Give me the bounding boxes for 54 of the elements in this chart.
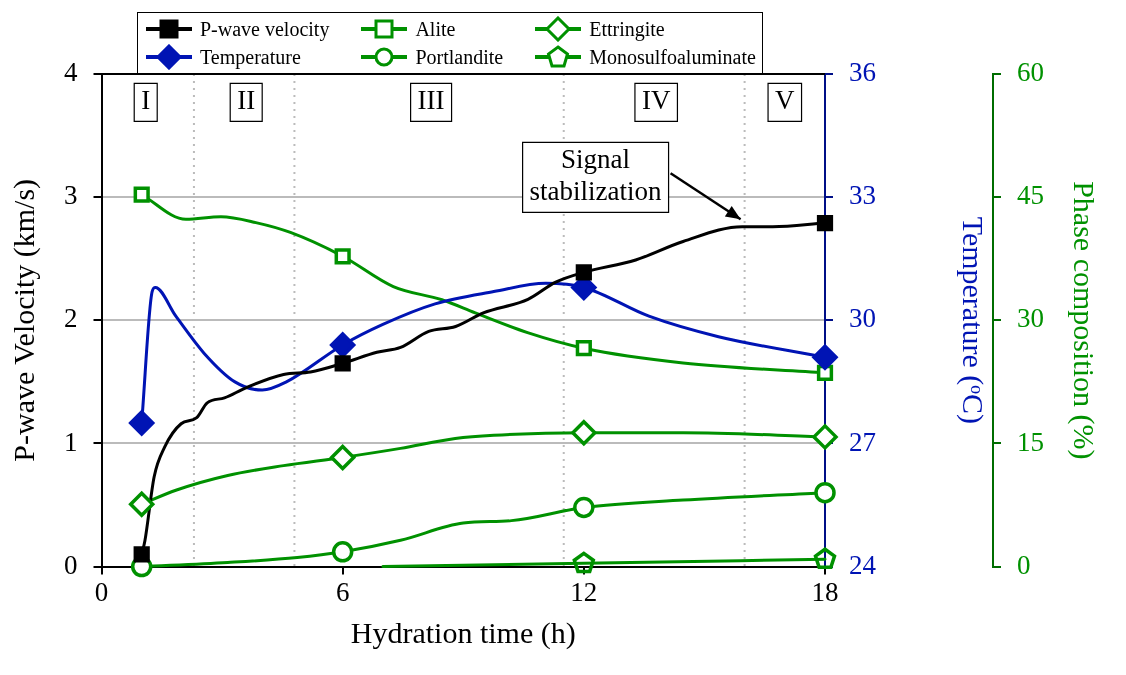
point (334, 355, 351, 372)
y2-tick-label: 36 (849, 57, 876, 88)
y2-tick-label: 33 (849, 180, 876, 211)
legend-label: Alite (415, 17, 456, 41)
x-tick-label: 18 (811, 576, 839, 607)
legend-label: Portlandite (415, 45, 504, 69)
annotation: III (417, 85, 445, 116)
point (133, 546, 150, 563)
y2-axis-title: Temperature (ᵒC) (956, 216, 991, 424)
y-tick-label: 0 (64, 549, 78, 580)
point (571, 420, 597, 446)
y2-tick-label: 27 (849, 426, 876, 457)
y3-tick-label: 60 (1017, 57, 1044, 88)
x-tick-label: 6 (335, 576, 350, 607)
point (133, 186, 150, 203)
y3-tick-label: 15 (1017, 426, 1044, 457)
y-tick-label: 4 (64, 57, 78, 88)
point (128, 410, 155, 436)
annotation: II (237, 85, 256, 116)
point (572, 551, 596, 574)
y-tick-label: 1 (64, 426, 78, 457)
y-tick-label: 2 (64, 303, 78, 334)
x-tick-label: 0 (94, 576, 109, 607)
y-tick-label: 3 (64, 180, 78, 211)
point (575, 340, 592, 357)
x-axis-title: Hydration time (h) (350, 615, 576, 650)
annotation: IV (641, 85, 671, 116)
annotation: Signal stabilization (529, 144, 663, 207)
point (329, 332, 356, 358)
point (573, 496, 595, 519)
y2-tick-label: 24 (849, 549, 877, 580)
legend-label: Ettringite (589, 17, 665, 41)
x-tick-label: 12 (570, 576, 598, 607)
point (816, 214, 834, 232)
legend-label: P-wave velocity (200, 17, 330, 41)
point (814, 481, 836, 504)
y3-tick-label: 0 (1017, 549, 1031, 580)
point (575, 264, 592, 281)
point (329, 444, 356, 471)
y2-tick-label: 30 (849, 303, 876, 334)
point (812, 424, 838, 450)
point (128, 491, 155, 517)
y3-tick-label: 45 (1017, 180, 1044, 211)
point (812, 344, 838, 370)
point (334, 248, 351, 265)
y3-axis-title: Phase composition (%) (1067, 181, 1102, 460)
point (813, 547, 837, 570)
y-axis-title: P-wave Velocity (km/s) (6, 178, 41, 462)
point (331, 541, 354, 563)
legend-label: Monosulfoaluminate (589, 45, 756, 69)
annotation: I (141, 85, 151, 116)
annotation: V (775, 85, 796, 116)
y3-tick-label: 30 (1017, 303, 1044, 334)
legend-label: Temperature (200, 45, 301, 69)
